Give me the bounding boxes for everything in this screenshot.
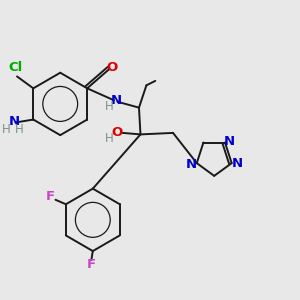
- Text: N: N: [231, 157, 243, 170]
- Text: N: N: [8, 115, 20, 128]
- Text: H: H: [104, 132, 113, 145]
- Text: Cl: Cl: [8, 61, 23, 74]
- Text: N: N: [111, 94, 122, 107]
- Text: N: N: [224, 134, 235, 148]
- Text: O: O: [112, 126, 123, 139]
- Text: H: H: [15, 122, 23, 136]
- Text: H: H: [2, 122, 11, 136]
- Text: N: N: [186, 158, 197, 171]
- Text: F: F: [46, 190, 55, 203]
- Text: H: H: [105, 100, 114, 113]
- Text: F: F: [87, 258, 96, 271]
- Text: O: O: [106, 61, 117, 74]
